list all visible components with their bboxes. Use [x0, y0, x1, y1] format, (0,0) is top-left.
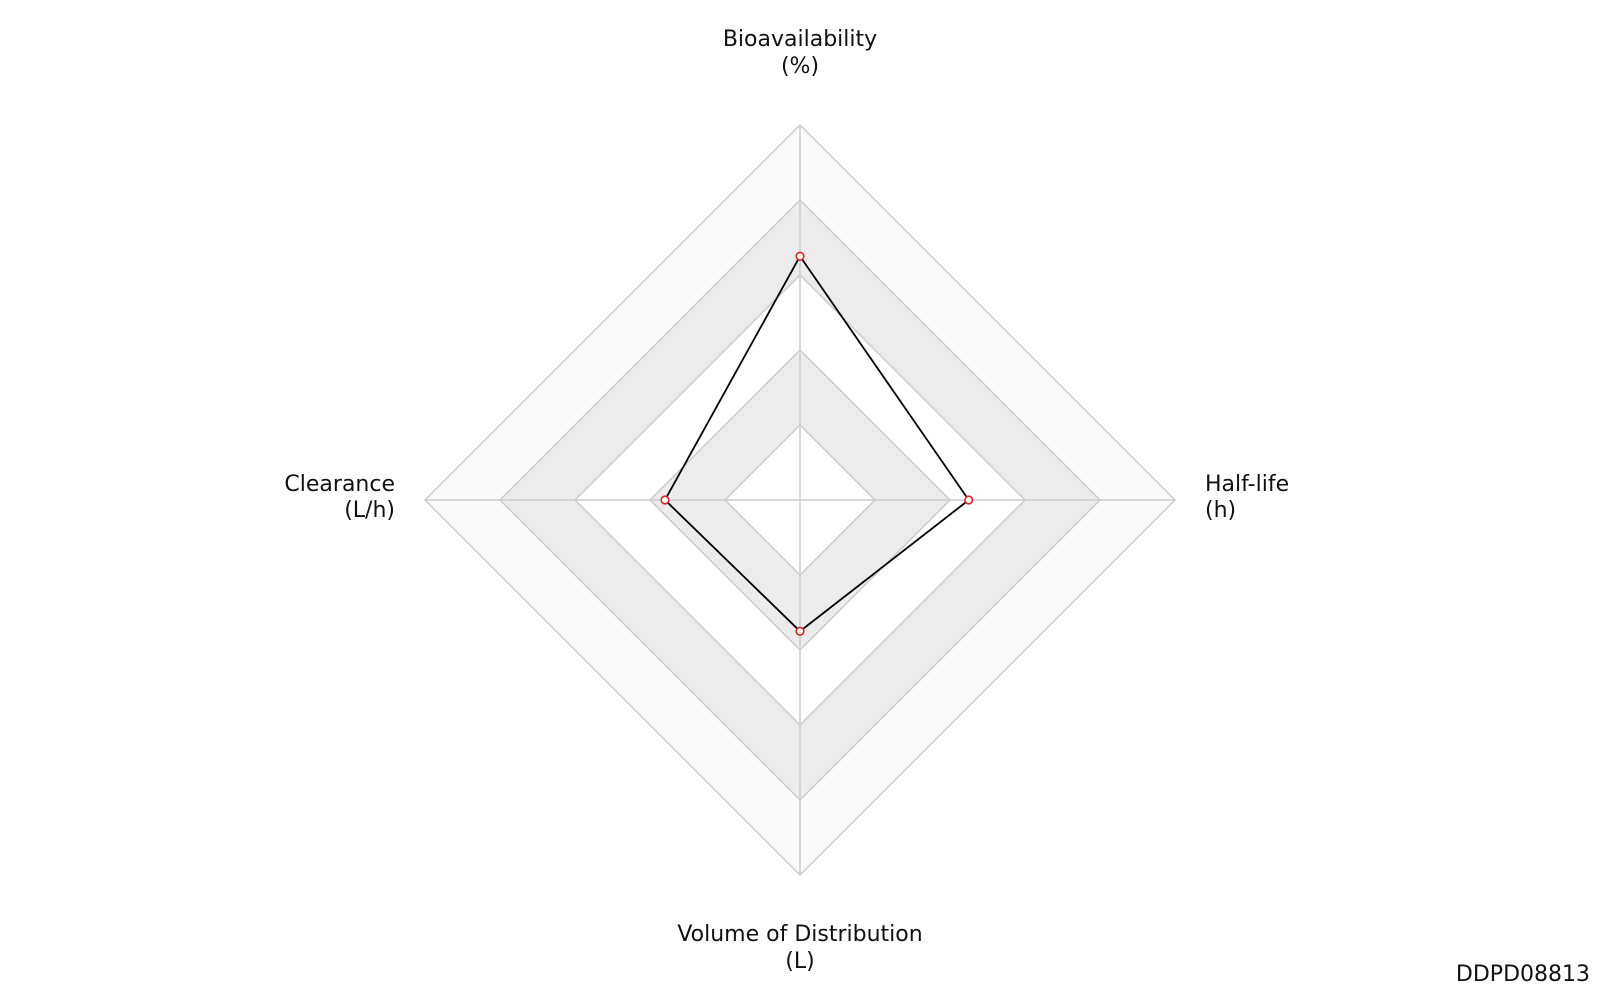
- axis-unit: (h): [1205, 498, 1236, 523]
- data-point: [795, 626, 805, 636]
- watermark: DDPD08813: [1456, 962, 1590, 987]
- axis-unit: (L): [785, 949, 814, 974]
- axis-label: Volume of Distribution: [677, 922, 922, 947]
- data-point: [795, 251, 805, 261]
- axis-unit: (%): [781, 54, 819, 79]
- data-point: [660, 495, 670, 505]
- data-point: [964, 495, 974, 505]
- axis-unit: (L/h): [344, 498, 395, 523]
- axis-label: Bioavailability: [723, 27, 877, 52]
- axis-label: Half-life: [1205, 472, 1289, 497]
- axis-label: Clearance: [284, 472, 395, 497]
